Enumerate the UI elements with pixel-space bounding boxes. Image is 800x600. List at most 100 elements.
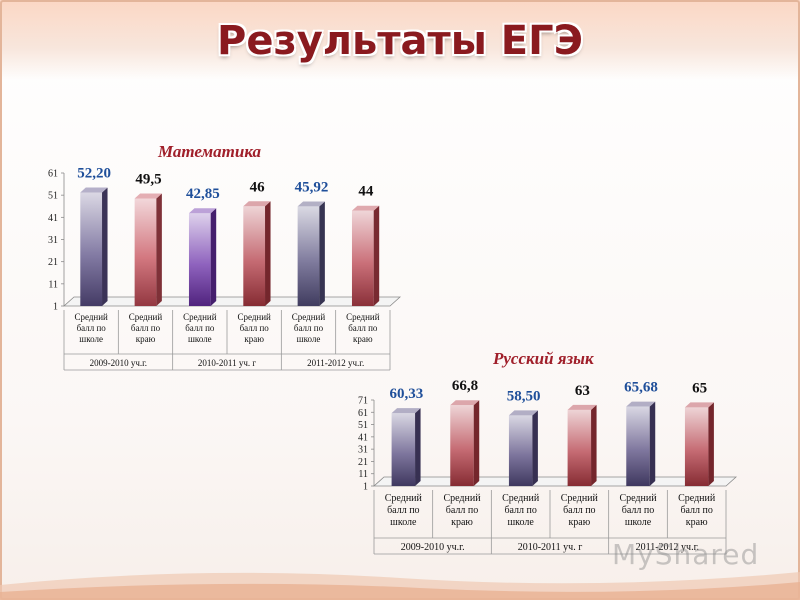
- group-label: 2009-2010 уч.г.: [401, 542, 465, 553]
- data-label: 49,5: [135, 171, 161, 187]
- bar: [684, 402, 714, 486]
- bar-front: [188, 213, 211, 306]
- bar-side: [210, 208, 217, 306]
- bar-side: [532, 410, 538, 486]
- bar-side: [649, 401, 656, 486]
- group-label: 2011-2012 уч.г.: [636, 542, 699, 553]
- y-tick-label: 61: [358, 408, 368, 419]
- bar-side: [319, 201, 325, 306]
- group-label: 2010-2011 уч. г: [518, 542, 583, 553]
- bar-side: [373, 205, 380, 306]
- category-label: Средний балл по школе: [385, 493, 423, 528]
- y-tick-label: 1: [53, 302, 58, 313]
- bar-front: [450, 405, 474, 486]
- category-label: Средний балл по школе: [502, 493, 540, 528]
- bar-top: [351, 205, 380, 211]
- category-label: Средний балл по школе: [74, 312, 108, 344]
- bar-top: [391, 408, 421, 414]
- category-label: Средний балл по краю: [678, 493, 716, 528]
- bar-front: [626, 406, 650, 486]
- data-label: 66,8: [452, 378, 478, 394]
- y-tick-label: 31: [48, 235, 58, 246]
- chart-title: Русский язык: [492, 349, 594, 368]
- group-label: 2009-2010 уч.г.: [90, 358, 147, 368]
- category-label: Средний балл по краю: [443, 493, 481, 528]
- data-label: 60,33: [389, 386, 423, 402]
- category-label: Средний балл по краю: [129, 312, 163, 344]
- y-tick-label: 21: [358, 457, 368, 468]
- group-label: 2011-2012 уч.г.: [307, 358, 364, 368]
- header-band: [0, 0, 800, 80]
- y-tick-label: 11: [48, 279, 58, 290]
- category-label: Средний балл по краю: [237, 312, 271, 344]
- category-label: Средний балл по школе: [292, 312, 326, 344]
- data-label: 44: [358, 184, 374, 200]
- y-tick-label: 41: [358, 432, 368, 443]
- bar-front: [391, 413, 416, 486]
- category-label: Средний балл по краю: [561, 493, 599, 528]
- bar-top: [188, 208, 217, 214]
- bar-front: [684, 407, 709, 486]
- bar: [450, 400, 480, 486]
- data-label: 52,20: [77, 166, 111, 182]
- data-label: 58,50: [507, 388, 541, 404]
- bar-top: [684, 402, 714, 408]
- bar-front: [80, 192, 103, 306]
- bar-side: [265, 201, 271, 306]
- slide-title: Результаты ЕГЭ: [217, 18, 583, 64]
- bar-front: [351, 210, 374, 306]
- y-tick-label: 21: [48, 257, 58, 268]
- chart-title: Математика: [157, 142, 262, 161]
- watermark-text: MyShared: [612, 538, 760, 571]
- data-label: 65: [692, 380, 707, 396]
- y-tick-label: 11: [358, 469, 368, 480]
- bar-top: [626, 401, 656, 407]
- bar: [134, 193, 162, 306]
- bar: [243, 201, 271, 306]
- data-label: 65,68: [624, 380, 658, 396]
- data-label: 42,85: [186, 186, 220, 202]
- y-tick-label: 41: [48, 213, 58, 224]
- bar-side: [156, 193, 162, 306]
- bar-top: [80, 187, 108, 193]
- bar: [626, 401, 656, 486]
- chart-floor: [62, 296, 402, 307]
- bar-top: [297, 201, 325, 207]
- bar-side: [415, 408, 421, 486]
- bottom-wave-decoration: [0, 572, 800, 600]
- bar: [188, 208, 217, 306]
- data-label: 45,92: [295, 179, 329, 195]
- bar-side: [591, 404, 597, 486]
- bar-top: [450, 400, 480, 406]
- y-tick-label: 71: [358, 396, 368, 407]
- bar-front: [567, 409, 592, 486]
- y-tick-label: 61: [48, 169, 58, 180]
- bar-side: [473, 400, 480, 486]
- bar-front: [243, 206, 266, 306]
- bar-top: [134, 193, 162, 199]
- bar: [351, 205, 380, 306]
- data-label: 46: [250, 179, 266, 195]
- bar: [508, 410, 538, 486]
- category-label: Средний балл по краю: [346, 312, 380, 344]
- bar-top: [508, 410, 538, 416]
- category-label: Средний балл по школе: [183, 312, 217, 344]
- data-label: 63: [575, 383, 590, 399]
- y-tick-label: 1: [363, 482, 368, 493]
- watermark: MyShared: [612, 538, 759, 571]
- bar-side: [708, 402, 714, 486]
- bar-front: [297, 206, 320, 306]
- bar-side: [102, 187, 108, 306]
- category-label: Средний балл по школе: [619, 493, 657, 528]
- y-tick-label: 51: [358, 420, 368, 431]
- bar: [391, 408, 421, 486]
- bar: [80, 187, 108, 306]
- y-tick-label: 31: [358, 445, 368, 456]
- group-label: 2010-2011 уч. г: [198, 358, 256, 368]
- chart-floor: [372, 476, 738, 487]
- y-tick-label: 51: [48, 191, 58, 202]
- bar-front: [134, 198, 157, 306]
- bar: [567, 404, 597, 486]
